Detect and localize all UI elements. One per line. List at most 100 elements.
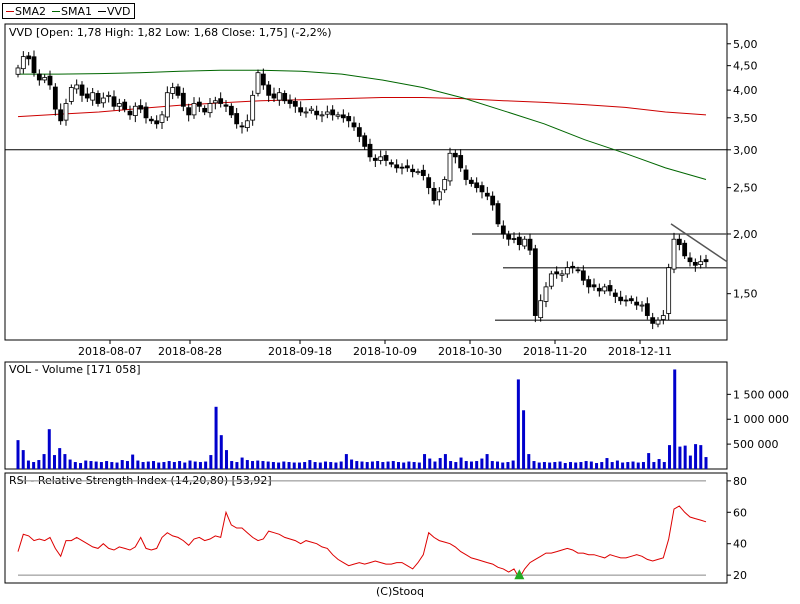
volume-bar [386,461,390,469]
volume-bar [365,462,369,469]
volume-bar [167,461,171,469]
volume-bar [313,462,317,469]
candle-body [260,73,266,86]
sma2-swatch [6,10,14,12]
candle-body [47,75,53,86]
volume-bar [47,429,51,469]
candle-body [639,304,645,307]
volume-bar [89,461,93,469]
volume-bar [699,445,703,469]
volume-bar [412,462,416,469]
volume-bar [235,462,239,469]
volume-bar [350,459,354,469]
candle-body [127,110,133,116]
candle-body [143,106,149,119]
candle-body [431,187,437,201]
volume-bar [475,461,479,469]
price-y-tick-label: 1,50 [733,288,758,301]
volume-bar [631,461,635,469]
candle-body [607,285,613,292]
volume-header: VOL - Volume [171 058] [9,363,141,376]
date-tick-label: 2018-08-07 [78,345,142,358]
candle-body [495,203,501,225]
volume-bar [402,462,406,469]
volume-bar [621,462,625,469]
date-tick-label: 2018-10-09 [353,345,417,358]
price-header: VVD [Open: 1,78 High: 1,82 Low: 1,68 Clo… [9,26,332,39]
volume-bar [391,461,395,469]
legend-label-vvd: VVD [107,4,131,18]
candle-body [276,92,282,101]
price-y-tick-label: 3,50 [733,112,758,125]
volume-bar [678,446,682,469]
candle-body [527,238,533,251]
candle-body [138,105,144,110]
candle-body [506,234,512,240]
volume-bar [615,460,619,469]
candle-body [436,191,442,201]
volume-bar [84,460,88,469]
price-trendline [670,223,728,263]
candle-body [372,157,378,161]
volume-bar [26,460,30,469]
volume-bar [79,463,83,469]
volume-bar [99,462,103,469]
volume-bar [157,462,161,469]
legend-item-vvd: VVD [98,5,131,18]
volume-bar [527,454,531,469]
candle-body [404,165,410,169]
volume-bar [219,435,223,469]
volume-bar [464,461,468,469]
candle-body [564,267,570,275]
chart-legend: SMA2 SMA1 VVD [2,3,135,19]
volume-bar [668,445,672,469]
candle-body [532,248,538,316]
candle-body [698,261,704,265]
volume-bar [334,462,338,469]
volume-bar [449,461,453,469]
volume-bar [694,444,698,469]
volume-bar [21,450,25,469]
volume-bar [188,460,192,469]
volume-bar [511,460,515,469]
volume-bar [271,462,275,469]
volume-bar [454,462,458,469]
candle-body [516,236,522,246]
price-y-tick-label: 3,00 [733,144,758,157]
candle-body [356,127,362,137]
volume-bar [214,406,218,469]
candle-body [79,84,85,96]
candle-body [74,84,80,90]
volume-bar [287,462,291,469]
candle-body [490,195,496,206]
candle-body [26,55,32,60]
candle-body [335,114,341,117]
price-y-tick-label: 2,50 [733,182,758,195]
candle-body [212,100,218,104]
candle-body [244,120,250,129]
candle-body [351,122,357,128]
price-y-tick-label: 2,00 [733,228,758,241]
rsi-y-tick-label: 40 [733,538,747,551]
volume-bar [579,462,583,469]
volume-bar [381,462,385,469]
candle-body [580,270,586,281]
volume-bar [506,462,510,469]
sma1-swatch [52,10,60,12]
legend-label-sma1: SMA1 [61,4,92,18]
candle-body [586,279,592,288]
candle-body [36,73,42,81]
volume-bar [37,460,41,469]
volume-bar [58,448,62,469]
candle-body [452,152,458,158]
candle-body [634,301,640,306]
candle-body [308,108,314,111]
candle-body [612,292,618,297]
candle-body [522,238,528,247]
candle-body [458,155,464,169]
candle-body [378,156,384,161]
volume-bar [172,462,176,469]
volume-bar [490,461,494,469]
volume-bar [370,461,374,469]
date-tick-label: 2018-08-28 [158,345,222,358]
